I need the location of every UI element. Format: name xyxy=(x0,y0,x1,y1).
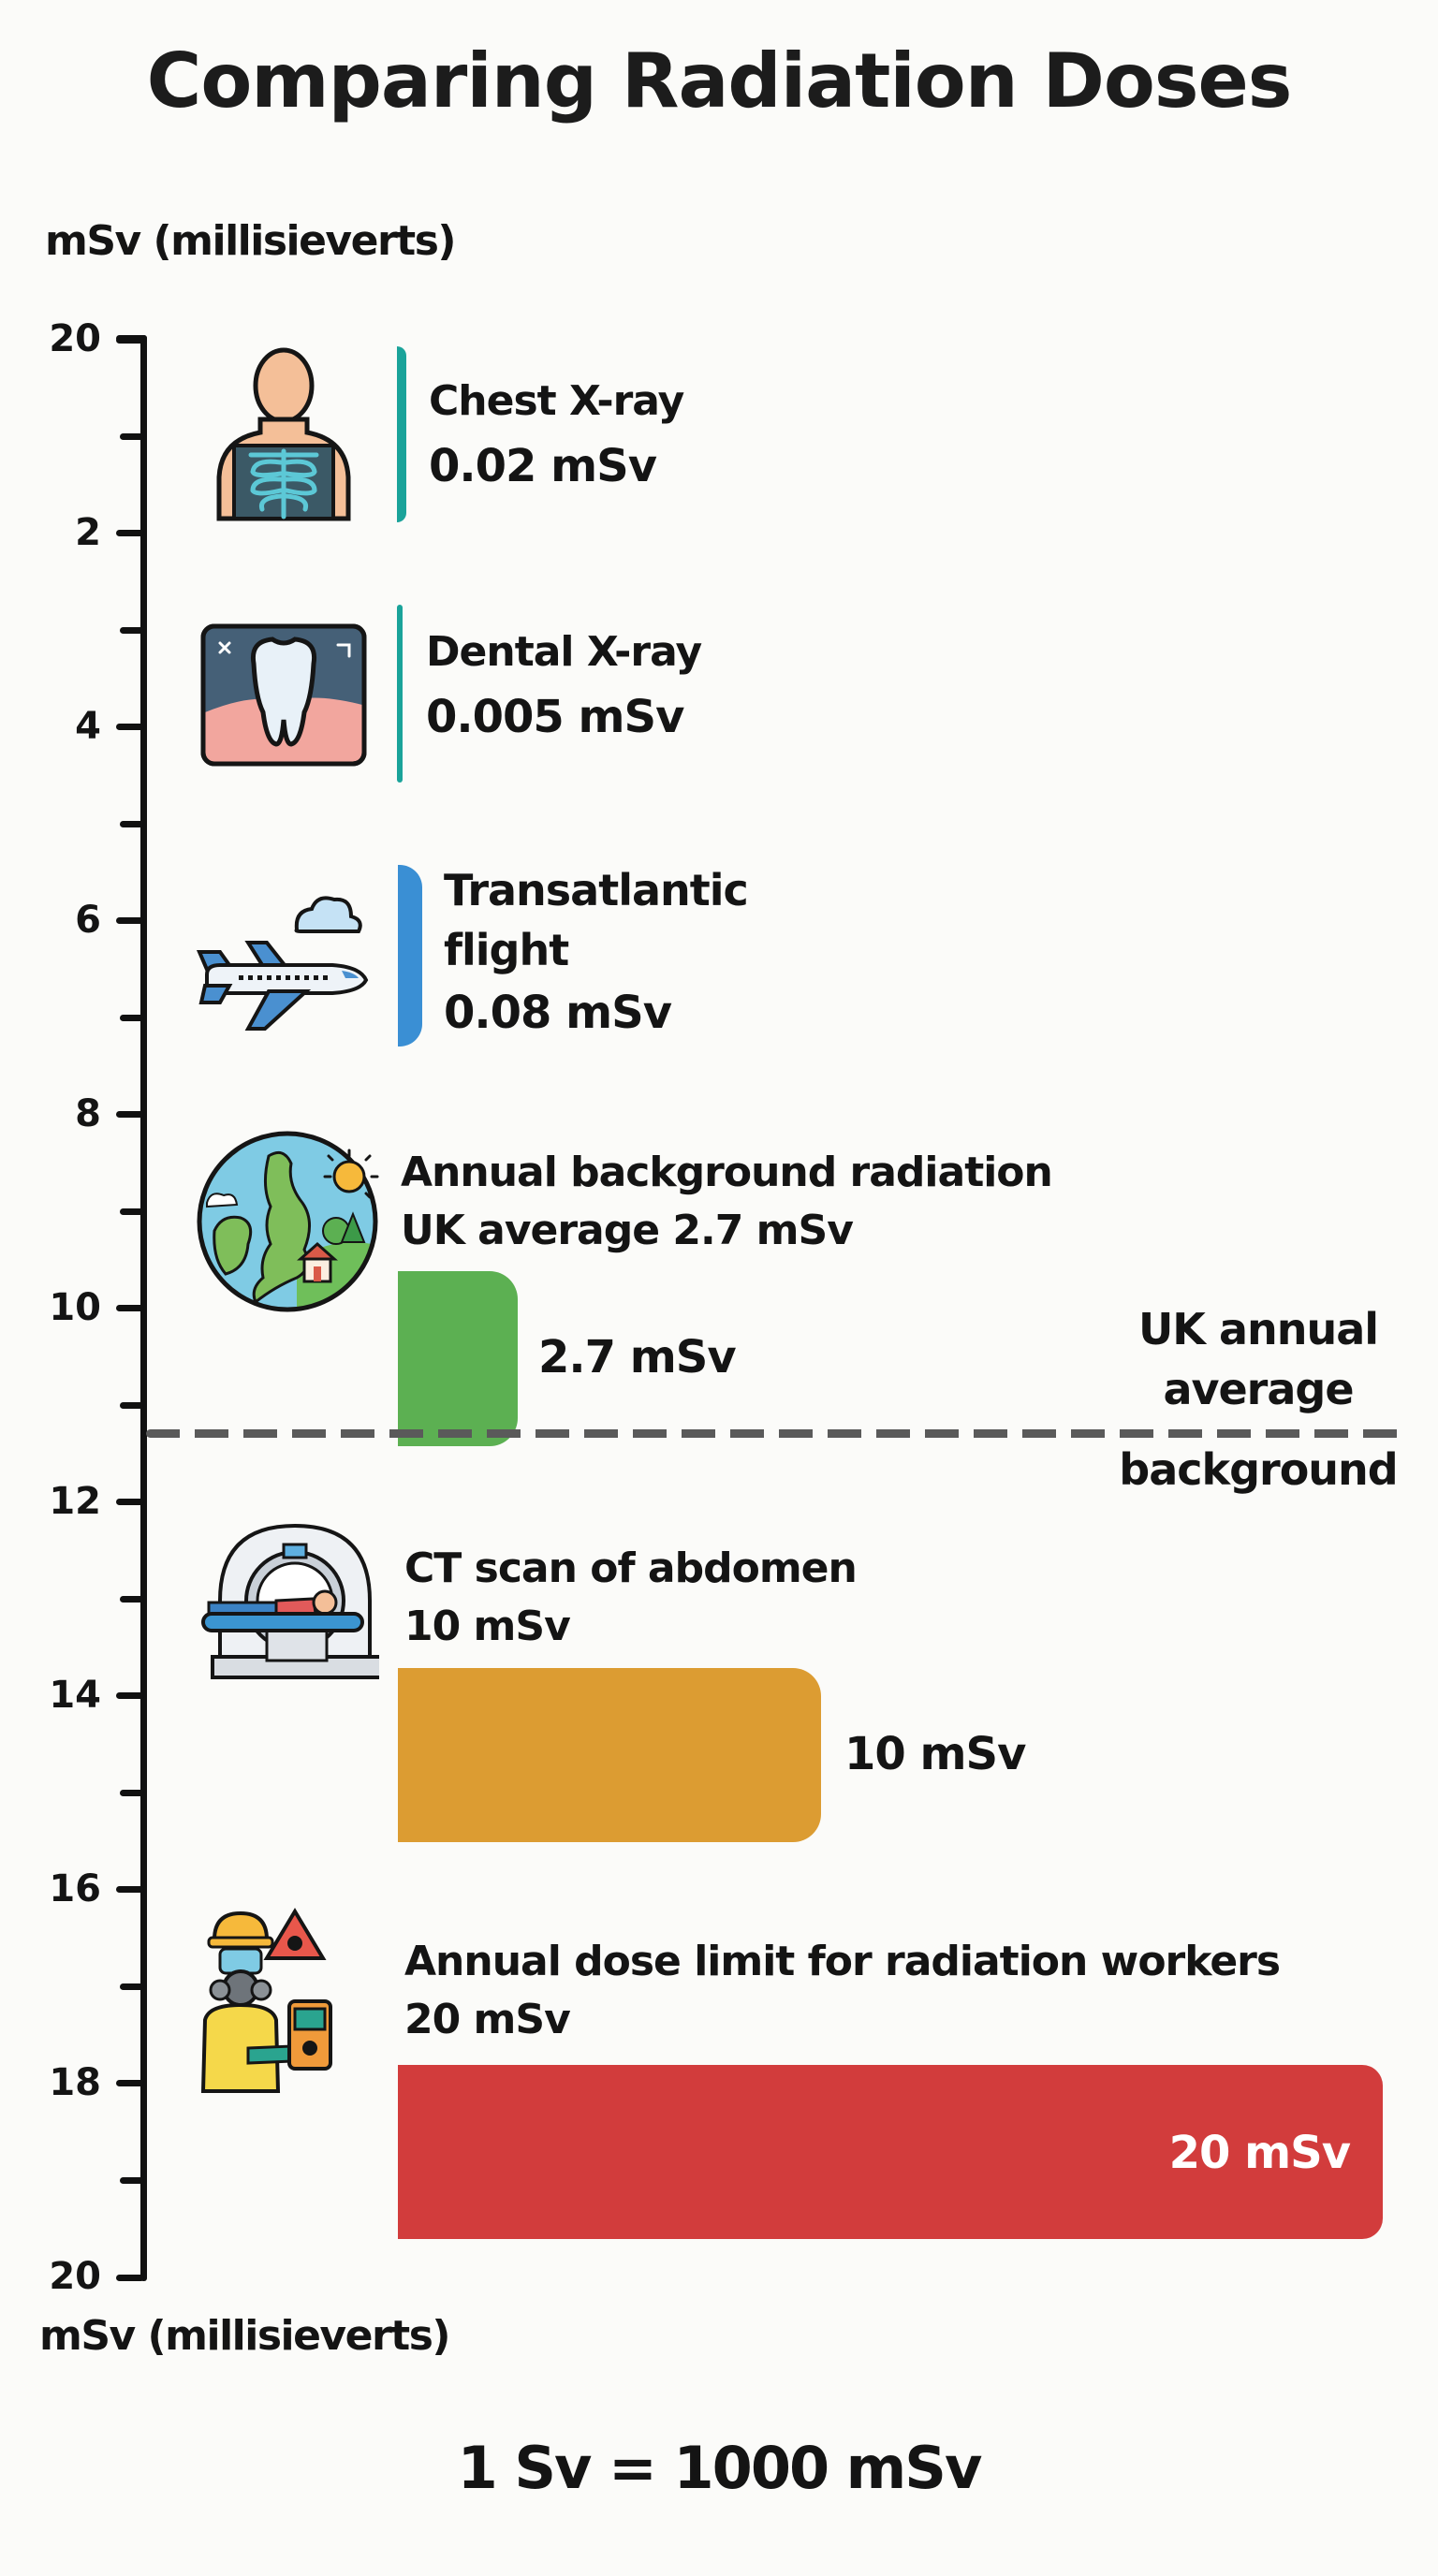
axis-unit-label-bottom: mSv (millisieverts) xyxy=(39,2312,451,2360)
worker-limit-bar xyxy=(398,2065,1383,2239)
chest-xray-accent-bar xyxy=(397,346,406,522)
uk-globe-icon xyxy=(194,1128,381,1315)
dental-xray-label: Dental X-ray xyxy=(426,628,702,676)
tick-major xyxy=(116,337,144,344)
tick-label: 10 xyxy=(49,1286,101,1329)
chest-xray-icon xyxy=(213,346,354,522)
ct-scan-label: CT scan of abdomen xyxy=(404,1544,858,1592)
tick-minor xyxy=(120,627,144,634)
tick-major xyxy=(116,1305,144,1311)
ct-scan-bar-label: 10 mSv xyxy=(844,1728,1026,1780)
tick-major xyxy=(116,2275,144,2281)
flight-label-line1: Transatlantic xyxy=(444,865,749,915)
tick-major xyxy=(116,1692,144,1699)
tick-label: 12 xyxy=(49,1480,101,1523)
background-radiation-subtitle: UK average 2.7 mSv xyxy=(401,1207,854,1254)
tick-minor xyxy=(120,433,144,440)
worker-limit-subtitle: 20 mSv xyxy=(404,1996,571,2043)
tick-label: 14 xyxy=(49,1674,101,1717)
tick-major xyxy=(116,530,144,536)
tick-minor xyxy=(120,1015,144,1021)
tick-label: 4 xyxy=(75,705,101,748)
dental-xray-accent-bar xyxy=(397,605,403,783)
ct-scanner-icon xyxy=(192,1516,379,1685)
background-radiation-label: Annual background radiation xyxy=(401,1149,1053,1196)
worker-limit-bar-label: 20 mSv xyxy=(1168,2127,1351,2179)
tick-major xyxy=(116,1111,144,1118)
axis-unit-label-top: mSv (millisieverts) xyxy=(45,217,457,265)
dental-xray-value: 0.005 mSv xyxy=(426,691,684,743)
tick-minor xyxy=(120,2177,144,2184)
tick-minor xyxy=(120,1402,144,1409)
tick-label: 2 xyxy=(75,511,101,554)
background-radiation-bar-label: 2.7 mSv xyxy=(538,1331,737,1383)
chart-title: Comparing Radiation Doses xyxy=(146,37,1293,124)
worker-limit-label: Annual dose limit for radiation workers xyxy=(404,1938,1281,1985)
tick-label: 20 xyxy=(49,2255,101,2298)
flight-value: 0.08 mSv xyxy=(444,987,672,1039)
tick-label: 16 xyxy=(49,1867,101,1910)
reference-label-line2: average xyxy=(1163,1364,1354,1414)
tick-major xyxy=(116,1886,144,1893)
tick-minor xyxy=(120,821,144,827)
chest-xray-value: 0.02 mSv xyxy=(429,440,657,492)
uk-average-reference-line xyxy=(146,1429,1401,1438)
background-radiation-bar xyxy=(398,1271,518,1446)
tick-minor xyxy=(120,1983,144,1990)
airplane-icon xyxy=(192,885,379,1034)
tick-label: 6 xyxy=(75,899,101,942)
chest-xray-label: Chest X-ray xyxy=(429,377,684,425)
tick-major xyxy=(116,724,144,730)
ct-scan-bar xyxy=(398,1668,821,1842)
radiation-worker-icon xyxy=(192,1908,379,2095)
reference-label-line1: UK annual xyxy=(1137,1304,1379,1354)
reference-label-line3: background xyxy=(1119,1444,1398,1495)
tick-label: 20 xyxy=(49,317,101,360)
tick-minor xyxy=(120,1790,144,1796)
tick-major xyxy=(116,917,144,924)
tick-major xyxy=(116,2080,144,2086)
ct-scan-subtitle: 10 mSv xyxy=(404,1603,571,1650)
flight-label-line2: flight xyxy=(444,925,569,975)
tick-major xyxy=(116,1499,144,1505)
tick-minor xyxy=(120,1596,144,1603)
flight-accent-bar xyxy=(398,865,422,1046)
tooth-xray-icon xyxy=(199,622,368,768)
tick-label: 18 xyxy=(49,2061,101,2104)
tick-label: 8 xyxy=(75,1092,101,1135)
tick-minor xyxy=(120,1208,144,1215)
unit-conversion-note: 1 Sv = 1000 mSv xyxy=(457,2434,983,2502)
